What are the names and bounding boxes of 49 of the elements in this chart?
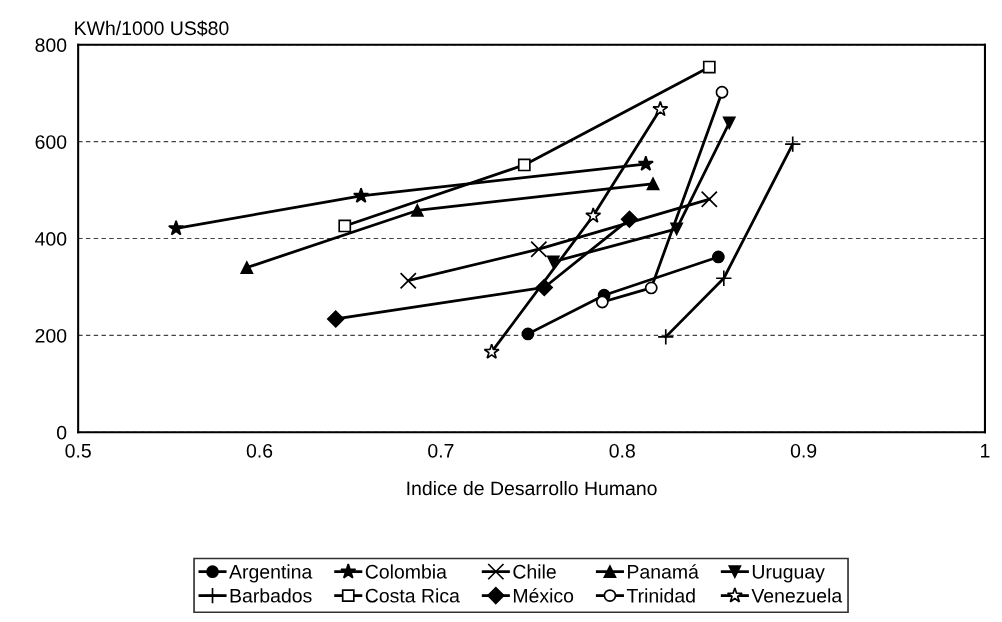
point bbox=[521, 327, 535, 341]
legend-label: Colombia bbox=[365, 564, 447, 579]
legend-label: Argentina bbox=[229, 564, 313, 583]
point bbox=[326, 310, 345, 328]
legend-label: Uruguay bbox=[752, 565, 825, 583]
point bbox=[637, 155, 654, 171]
point bbox=[784, 135, 802, 153]
point bbox=[483, 343, 500, 359]
x-axis-title: Indice de Desarrollo Humano bbox=[407, 480, 657, 496]
point bbox=[240, 261, 254, 274]
point bbox=[585, 207, 602, 223]
legend-label: México bbox=[513, 588, 574, 603]
point bbox=[517, 158, 531, 172]
point bbox=[670, 222, 684, 236]
point bbox=[702, 60, 716, 74]
y-tick-label: 800 bbox=[35, 38, 67, 53]
y-tick-label: 600 bbox=[35, 135, 67, 149]
point bbox=[715, 85, 729, 99]
point bbox=[722, 116, 736, 130]
y-tick-label: 0 bbox=[56, 425, 67, 440]
x-tick-label: 0.5 bbox=[65, 443, 91, 458]
y-axis-title: KWh/1000 US$80 bbox=[75, 20, 229, 37]
point bbox=[595, 295, 609, 309]
point bbox=[410, 204, 424, 217]
x-tick-label: 0.6 bbox=[246, 443, 273, 458]
point bbox=[338, 219, 352, 233]
point bbox=[644, 281, 658, 295]
point bbox=[700, 190, 718, 208]
legend-label: Chile bbox=[513, 564, 556, 579]
legend-label: Trinidad bbox=[626, 588, 695, 603]
x-tick-label: 0.9 bbox=[790, 443, 817, 458]
point bbox=[352, 187, 370, 203]
point bbox=[711, 250, 725, 264]
point bbox=[652, 100, 669, 117]
point bbox=[646, 177, 660, 191]
point bbox=[657, 328, 675, 346]
x-tick-label: 0.7 bbox=[428, 443, 454, 458]
legend-label: Venezuela bbox=[751, 588, 843, 603]
y-tick-label: 200 bbox=[35, 328, 67, 343]
x-tick-label: 1 bbox=[981, 444, 990, 458]
point bbox=[399, 272, 417, 290]
legend-label: Panamá bbox=[628, 564, 699, 579]
legend-label: Costa Rica bbox=[365, 588, 460, 603]
point bbox=[167, 219, 185, 236]
point bbox=[530, 240, 548, 258]
legend-label: Barbados bbox=[230, 588, 312, 603]
x-tick-label: 0.8 bbox=[609, 443, 635, 458]
point bbox=[546, 255, 560, 269]
y-tick-label: 400 bbox=[35, 232, 67, 246]
